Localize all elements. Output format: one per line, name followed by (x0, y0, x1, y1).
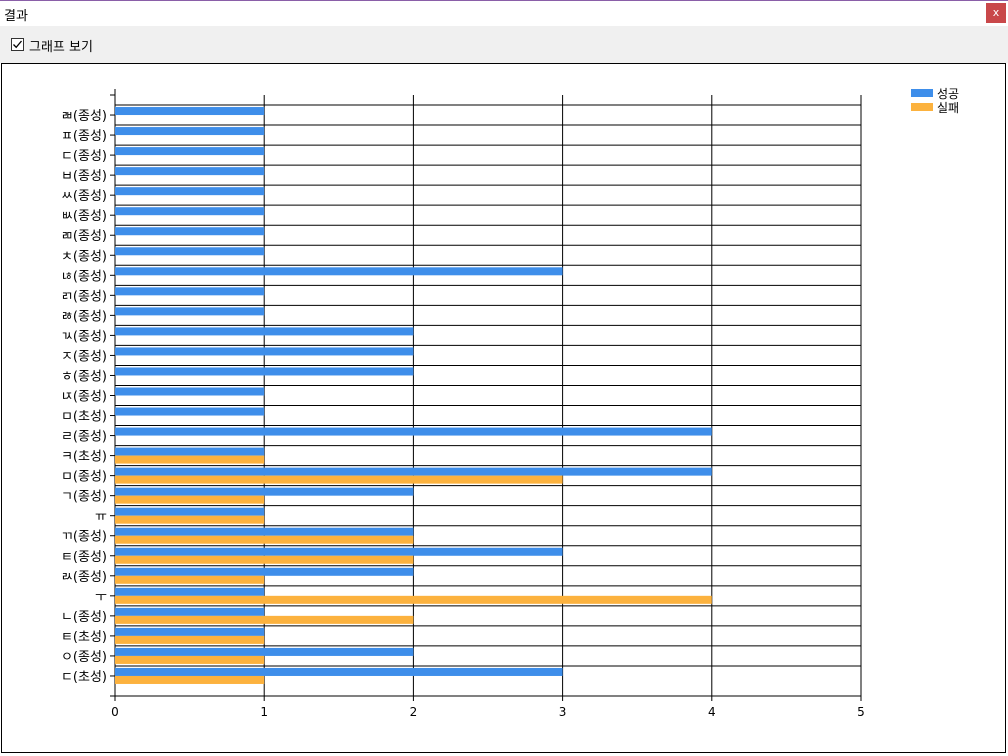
bar-success (115, 347, 414, 356)
bar-failure (115, 495, 265, 504)
legend-label: 실패 (937, 101, 959, 115)
bar-failure (115, 615, 414, 624)
bar-failure (115, 675, 265, 684)
y-tick-label: ㅋ(초성) (61, 450, 107, 465)
y-tick-label: ㄴ(종성) (61, 610, 107, 625)
y-tick-label: ㅄ(종성) (61, 209, 107, 224)
y-tick-label: ㄺ(종성) (61, 289, 107, 304)
bar-success (115, 627, 265, 636)
bar-success (115, 127, 265, 136)
legend-label: 성공 (937, 87, 959, 101)
y-tick-label: ㄳ(종성) (61, 329, 107, 344)
bar-success (115, 147, 265, 156)
bar-success (115, 187, 265, 196)
bar-success (115, 367, 414, 376)
y-tick-label: ㅎ(종성) (61, 369, 107, 384)
bar-failure (115, 515, 265, 524)
y-tick-label: ㄷ(종성) (61, 149, 107, 164)
x-tick-label: 4 (708, 705, 716, 719)
y-tick-label: ㅠ (95, 510, 107, 525)
bar-success (115, 647, 414, 656)
y-tick-label: ㅁ(종성) (61, 470, 107, 485)
bar-success (115, 547, 563, 556)
legend-swatch (911, 89, 933, 97)
window-title: 결과 (4, 9, 28, 24)
bar-failure (115, 535, 414, 544)
x-tick-label: 5 (857, 705, 865, 719)
show-graph-label[interactable]: 그래프 보기 (29, 40, 93, 55)
bar-success (115, 207, 265, 216)
bar-success (115, 467, 712, 476)
y-tick-label: ㄲ(종성) (61, 530, 107, 545)
check-icon (13, 40, 22, 49)
bar-success (115, 607, 265, 616)
legend-swatch (911, 103, 933, 111)
y-tick-label: ㅀ(종성) (61, 309, 107, 324)
close-button[interactable]: x (986, 3, 1006, 23)
y-tick-label: ㄹ(종성) (61, 430, 107, 445)
bar-success (115, 447, 265, 456)
bar-success (115, 567, 414, 576)
y-tick-label: ㅊ(종성) (61, 249, 107, 264)
x-tick-label: 2 (410, 705, 418, 719)
bar-success (115, 387, 265, 396)
y-tick-label: ㄱ(종성) (61, 490, 107, 505)
chart-frame: 0 1 2 3 4 5 ㄷ(초성) ㅇ(종성) ㅌ(초성) ㄴ(종성) ㅜ ㄽ(종성) ㅌ(종성) ㄲ(종… (1, 63, 1006, 753)
bar-success (115, 587, 265, 596)
bar-chart: 0 1 2 3 4 5 ㄷ(초성) ㅇ(종성) ㅌ(초성) ㄴ(종성) ㅜ ㄽ(종성) ㅌ(종성) ㄲ(종… (61, 87, 959, 719)
bar-success (115, 167, 265, 176)
bar-success (115, 487, 414, 496)
y-tick-label: ㅇ(종성) (61, 650, 107, 665)
bar-success (115, 307, 265, 316)
y-tick-label: ㅁ(초성) (61, 410, 107, 425)
show-graph-checkbox[interactable] (11, 38, 24, 51)
bar-failure (115, 455, 265, 464)
bar-success (115, 527, 414, 536)
y-tick-label: ㅈ(종성) (61, 349, 107, 364)
y-tick-label: ㄻ(종성) (61, 229, 107, 244)
y-tick-label: ㅂ(종성) (61, 169, 107, 184)
bar-failure (115, 655, 265, 664)
toolbar: 그래프 보기 (0, 26, 1008, 63)
bar-failure (115, 575, 265, 584)
bar-success (115, 247, 265, 256)
bar-success (115, 427, 712, 436)
y-tick-label: ㄽ(종성) (61, 570, 107, 585)
y-tick-label: ㅌ(종성) (61, 550, 107, 565)
bar-failure (115, 475, 563, 484)
y-tick-label: ㅍ(종성) (61, 129, 107, 144)
bar-success (115, 107, 265, 116)
y-tick-label: ㄵ(종성) (61, 390, 107, 405)
bar-success (115, 267, 563, 276)
y-tick-label: ㄶ(종성) (61, 269, 107, 284)
bar-failure (115, 555, 414, 564)
bar-failure (115, 595, 712, 604)
x-tick-label: 3 (559, 705, 567, 719)
x-tick-label: 1 (260, 705, 268, 719)
y-tick-label: ㄼ(종성) (61, 109, 107, 124)
x-tick-label: 0 (111, 705, 119, 719)
bar-success (115, 287, 265, 296)
bar-success (115, 667, 563, 676)
bar-success (115, 227, 265, 236)
bar-success (115, 507, 265, 516)
bar-success (115, 327, 414, 336)
bar-failure (115, 635, 265, 644)
title-bar: 결과 x (0, 0, 1008, 26)
y-tick-label: ㅆ(종성) (61, 189, 107, 204)
y-tick-label: ㄷ(초성) (61, 670, 107, 685)
y-tick-label: ㅌ(초성) (61, 630, 107, 645)
y-tick-label: ㅜ (95, 590, 107, 605)
bar-success (115, 407, 265, 416)
